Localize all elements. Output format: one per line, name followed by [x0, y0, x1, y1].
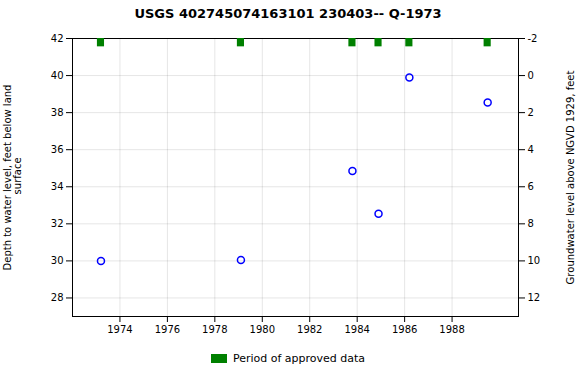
svg-text:1982: 1982 — [297, 324, 322, 335]
svg-text:4: 4 — [528, 144, 534, 155]
svg-text:12: 12 — [528, 292, 541, 303]
svg-text:1984: 1984 — [344, 324, 369, 335]
svg-text:2: 2 — [528, 107, 534, 118]
svg-text:6: 6 — [528, 181, 534, 192]
svg-text:Groundwater level above NGVD 1: Groundwater level above NGVD 1929, feet — [565, 71, 576, 285]
svg-text:38: 38 — [51, 107, 64, 118]
svg-text:0: 0 — [528, 70, 534, 81]
svg-text:32: 32 — [51, 218, 64, 229]
svg-text:-2: -2 — [528, 33, 538, 44]
svg-text:1988: 1988 — [439, 324, 464, 335]
svg-text:8: 8 — [528, 218, 534, 229]
svg-text:1974: 1974 — [107, 324, 132, 335]
svg-text:36: 36 — [51, 144, 64, 155]
svg-text:10: 10 — [528, 255, 541, 266]
svg-text:30: 30 — [51, 255, 64, 266]
svg-text:42: 42 — [51, 33, 64, 44]
svg-text:34: 34 — [51, 181, 64, 192]
svg-text:28: 28 — [51, 292, 64, 303]
svg-text:1980: 1980 — [250, 324, 275, 335]
svg-text:Depth to water level, feet bel: Depth to water level, feet below land su… — [2, 85, 23, 271]
svg-text:1978: 1978 — [202, 324, 227, 335]
html-text:USGS 402745074163101 230403--: USGS 402745074163101 230403-- Q-1973 — [134, 6, 442, 21]
svg-text:40: 40 — [51, 70, 64, 81]
svg-text:1986: 1986 — [392, 324, 417, 335]
html-text:Period of approved data: Period of approved data — [232, 351, 366, 365]
svg-text:1976: 1976 — [155, 324, 180, 335]
